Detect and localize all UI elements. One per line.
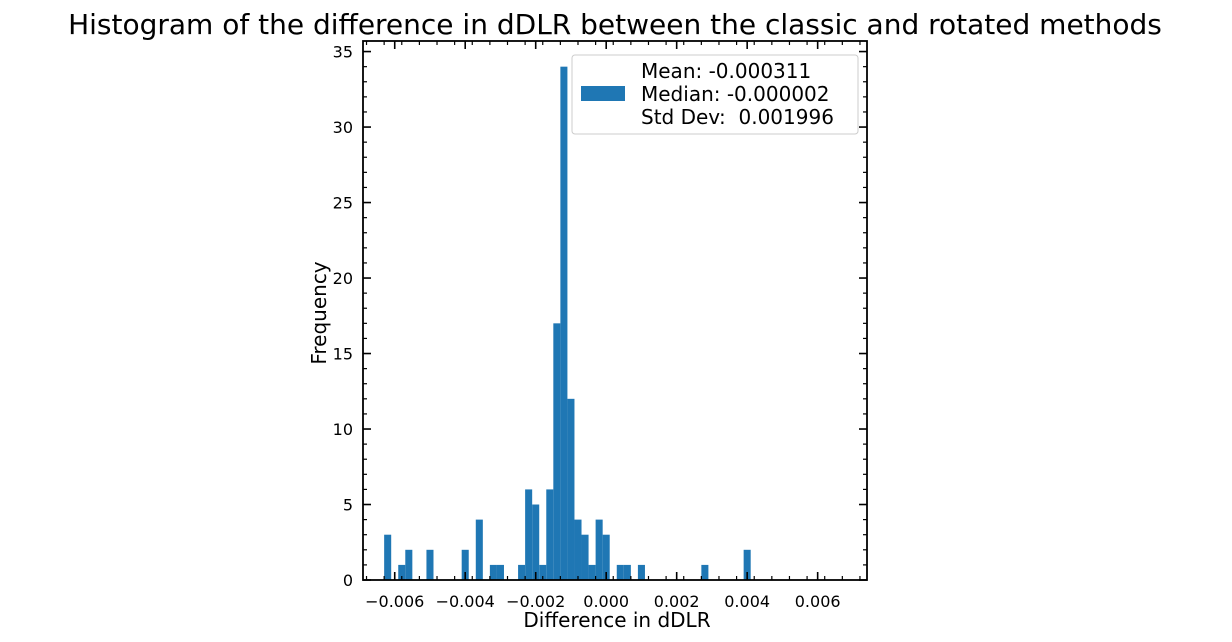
histogram-bars	[384, 66, 751, 580]
x-tick-label: 0.006	[795, 592, 841, 611]
histogram-bar	[560, 66, 568, 580]
histogram-bar	[602, 534, 610, 580]
histogram-bar	[588, 564, 596, 580]
histogram-bar	[623, 564, 631, 580]
y-tick-label: 0	[343, 571, 353, 590]
histogram-bar	[637, 564, 645, 580]
y-tick-label: 5	[343, 496, 353, 515]
legend-median: Median: -0.000002	[641, 82, 830, 106]
y-tick-label: 15	[333, 345, 353, 364]
y-tick-label: 25	[333, 194, 353, 213]
histogram-bar	[595, 519, 603, 580]
histogram-bar	[426, 549, 434, 580]
y-tick-label: 35	[333, 43, 353, 62]
y-tick-label: 20	[333, 269, 353, 288]
legend-std-dev: Std Dev: 0.001996	[641, 105, 834, 129]
plot-frame	[362, 40, 868, 581]
x-tick-label: 0.004	[724, 592, 770, 611]
x-tick-label: −0.002	[506, 592, 565, 611]
histogram-bar	[616, 564, 624, 580]
legend-mean: Mean: -0.000311	[641, 59, 811, 83]
histogram-bar	[701, 564, 709, 580]
histogram-bar	[525, 489, 533, 580]
chart-title: Histogram of the difference in dDLR betw…	[68, 8, 1162, 41]
axis-ticks: −0.006 −0.004 −0.002 0.000 0.002 0.004 0.006 0 5…	[333, 41, 867, 611]
histogram-bar	[546, 489, 554, 580]
legend-box	[571, 54, 859, 135]
y-tick-label: 30	[333, 118, 353, 137]
histogram-bar	[539, 564, 547, 580]
histogram-bar	[553, 323, 561, 580]
histogram-bar	[405, 549, 413, 580]
histogram-bar	[567, 398, 575, 580]
x-tick-label: 0.002	[654, 592, 700, 611]
histogram-bar	[461, 549, 469, 580]
histogram-bar	[518, 564, 526, 580]
legend: Mean: -0.000311 Median: -0.000002 Std De…	[571, 54, 859, 135]
x-tick-label: −0.006	[365, 592, 424, 611]
histogram-bar	[574, 519, 582, 580]
histogram-bar	[496, 564, 504, 580]
histogram-bar	[489, 564, 497, 580]
x-tick-label: −0.004	[436, 592, 495, 611]
histogram-bar	[532, 504, 540, 580]
histogram-bar	[398, 564, 406, 580]
histogram-bar	[581, 534, 589, 580]
legend-swatch	[581, 86, 625, 101]
x-axis-label: Difference in dDLR	[523, 608, 710, 632]
histogram-bar	[475, 519, 483, 580]
histogram-bar	[743, 549, 751, 580]
y-tick-label: 10	[333, 420, 353, 439]
histogram-bar	[384, 534, 392, 580]
x-tick-label: 0.000	[583, 592, 629, 611]
y-axis-label: Frequency	[307, 261, 331, 364]
